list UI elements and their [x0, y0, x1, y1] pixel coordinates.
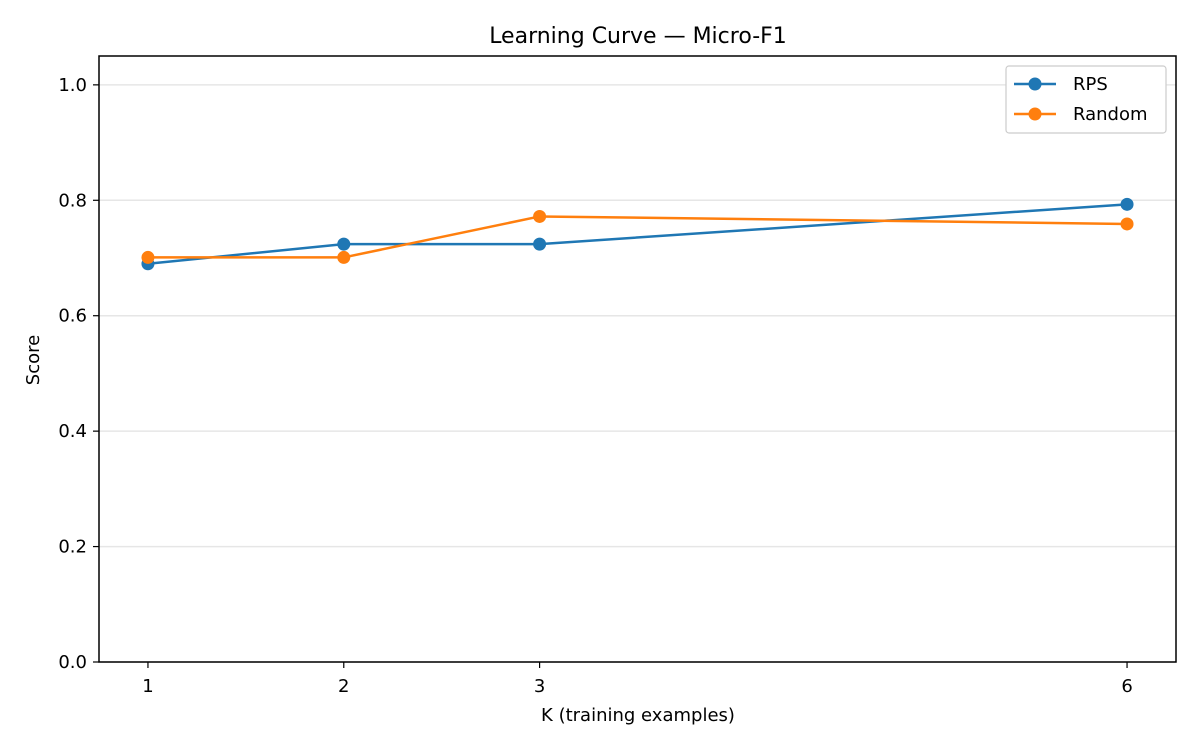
legend-label: Random	[1073, 104, 1148, 125]
y-tick-label: 0.4	[58, 421, 87, 442]
x-axis-label: K (training examples)	[541, 705, 735, 726]
legend-item-random: Random	[1014, 104, 1148, 125]
x-tick-label: 3	[534, 676, 545, 697]
series-random	[141, 209, 1134, 264]
legend: RPS Random	[1005, 65, 1167, 134]
y-axis-ticks: 0.0 0.2 0.4 0.6 0.8 1.0	[58, 75, 99, 673]
y-tick-label: 0.8	[58, 190, 87, 211]
legend-item-rps: RPS	[1014, 74, 1108, 95]
y-tick-label: 1.0	[58, 75, 87, 96]
series-line	[147, 215, 1128, 259]
data-point	[337, 237, 351, 251]
series-line	[147, 203, 1128, 266]
x-tick-label: 1	[142, 676, 153, 697]
chart-title: Learning Curve — Micro-F1	[489, 24, 787, 49]
legend-label: RPS	[1073, 74, 1108, 95]
data-point	[337, 250, 351, 264]
plot-frame	[98, 55, 1177, 663]
legend-marker	[1028, 77, 1042, 91]
data-point	[141, 250, 155, 264]
data-point	[533, 237, 547, 251]
y-axis-label: Score	[23, 335, 44, 385]
x-tick-label: 6	[1121, 676, 1132, 697]
series-layer	[141, 197, 1134, 271]
data-point	[1120, 197, 1134, 211]
data-point	[1120, 217, 1134, 231]
y-tick-label: 0.2	[58, 537, 87, 558]
x-tick-label: 2	[338, 676, 349, 697]
legend-marker	[1028, 107, 1042, 121]
data-point	[533, 209, 547, 223]
y-tick-label: 0.0	[58, 652, 87, 673]
y-tick-label: 0.6	[58, 306, 87, 327]
x-axis-ticks: 1 2 3 6	[142, 662, 1133, 697]
